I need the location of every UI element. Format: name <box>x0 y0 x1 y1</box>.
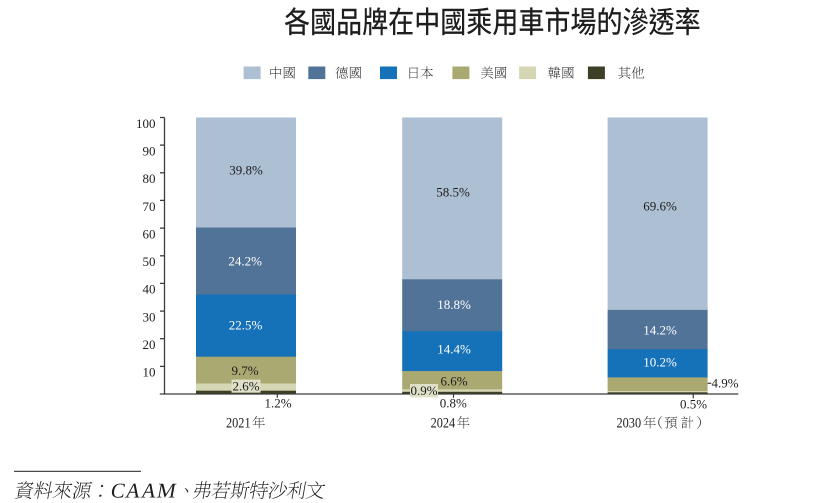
svg-text:6.6%: 6.6% <box>440 374 467 389</box>
svg-text:9.7%: 9.7% <box>231 363 258 378</box>
svg-text:2024: 2024 <box>431 416 456 432</box>
svg-text:CAAM: CAAM <box>109 479 179 503</box>
svg-text:58.5%: 58.5% <box>436 184 470 199</box>
svg-text:2.6%: 2.6% <box>232 379 259 394</box>
svg-text:2030: 2030 <box>617 416 642 432</box>
svg-text:40: 40 <box>143 282 156 297</box>
svg-text:10: 10 <box>143 365 156 380</box>
svg-text:90: 90 <box>143 143 156 158</box>
svg-text:0.8%: 0.8% <box>440 396 467 411</box>
svg-text:14.4%: 14.4% <box>437 341 471 356</box>
svg-text:39.8%: 39.8% <box>229 162 263 177</box>
svg-text:20: 20 <box>143 337 156 352</box>
svg-text:14.2%: 14.2% <box>643 322 677 337</box>
svg-text:1.2%: 1.2% <box>264 396 291 411</box>
svg-text:10.2%: 10.2% <box>643 354 677 369</box>
svg-text:70: 70 <box>143 199 156 214</box>
svg-text:80: 80 <box>143 171 156 186</box>
svg-text:69.6%: 69.6% <box>643 199 677 214</box>
svg-text:0.9%: 0.9% <box>410 383 437 398</box>
svg-text:60: 60 <box>143 226 156 241</box>
svg-text:18.8%: 18.8% <box>437 297 471 312</box>
svg-text:0.5%: 0.5% <box>680 397 707 412</box>
svg-text:100: 100 <box>136 116 156 131</box>
svg-text:2021: 2021 <box>226 416 251 432</box>
svg-text:30: 30 <box>143 309 156 324</box>
svg-text:22.5%: 22.5% <box>229 317 263 332</box>
svg-text:50: 50 <box>143 254 156 269</box>
svg-text:24.2%: 24.2% <box>228 253 262 268</box>
svg-text:4.9%: 4.9% <box>712 375 739 390</box>
